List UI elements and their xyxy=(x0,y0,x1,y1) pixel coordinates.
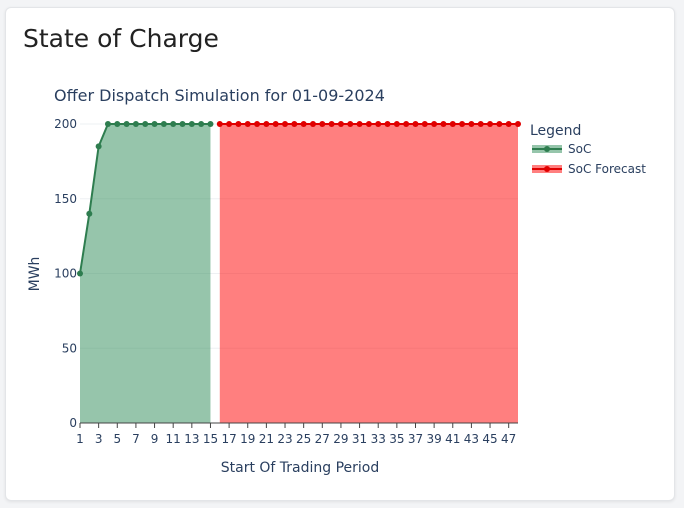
legend-marker xyxy=(544,166,550,172)
x-axis-label: Start Of Trading Period xyxy=(221,460,380,476)
y-tick-label: 100 xyxy=(54,267,77,281)
soc-point xyxy=(160,121,167,127)
card-title: State of Charge xyxy=(23,24,219,53)
soc-point xyxy=(142,121,149,127)
x-tick-label: 17 xyxy=(221,432,236,446)
x-tick-label: 37 xyxy=(408,432,423,446)
chart-title: Offer Dispatch Simulation for 01-09-2024 xyxy=(54,86,385,105)
legend-marker xyxy=(544,146,550,152)
x-tick-label: 33 xyxy=(371,432,386,446)
x-tick-label: 11 xyxy=(166,432,181,446)
soc-forecast-point xyxy=(328,121,335,127)
soc-point xyxy=(188,121,195,127)
soc-point xyxy=(170,121,177,127)
y-tick-label: 150 xyxy=(54,192,77,206)
soc-forecast-point xyxy=(254,121,261,127)
soc-forecast-point xyxy=(263,121,270,127)
y-tick-label: 50 xyxy=(62,341,77,355)
soc-forecast-point xyxy=(272,121,279,127)
x-tick-label: 5 xyxy=(113,432,121,446)
soc-forecast-point xyxy=(468,121,475,127)
y-axis-ticks: 0 50 100 150 200 xyxy=(54,117,77,430)
soc-forecast-point xyxy=(515,121,521,127)
soc-forecast-point xyxy=(412,121,419,127)
soc-forecast-point xyxy=(309,121,316,127)
legend-item-soc-forecast: SoC Forecast xyxy=(532,162,646,176)
x-tick-label: 15 xyxy=(203,432,218,446)
x-tick-label: 35 xyxy=(389,432,404,446)
x-tick-label: 13 xyxy=(184,432,199,446)
x-tick-label: 19 xyxy=(240,432,255,446)
x-tick-label: 23 xyxy=(277,432,292,446)
soc-forecast-point xyxy=(449,121,456,127)
y-tick-label: 0 xyxy=(69,416,77,430)
x-tick-label: 9 xyxy=(151,432,159,446)
soc-point xyxy=(207,121,214,127)
plot-points xyxy=(77,121,521,277)
x-tick-label: 43 xyxy=(464,432,479,446)
x-tick-label: 27 xyxy=(315,432,330,446)
soc-forecast-point xyxy=(505,121,512,127)
x-tick-label: 3 xyxy=(95,432,103,446)
x-tick-label: 47 xyxy=(501,432,516,446)
soc-point xyxy=(198,121,205,127)
soc-forecast-point xyxy=(235,121,242,127)
soc-forecast-point xyxy=(459,121,466,127)
soc-forecast-point xyxy=(421,121,428,127)
soc-forecast-point xyxy=(487,121,494,127)
soc-point xyxy=(123,121,130,127)
plot-areas xyxy=(80,124,518,423)
x-tick-label: 39 xyxy=(426,432,441,446)
x-tick-label: 29 xyxy=(333,432,348,446)
soc-point xyxy=(132,121,139,127)
soc-forecast-point xyxy=(477,121,484,127)
soc-forecast-point xyxy=(393,121,400,127)
soc-forecast-point xyxy=(403,121,410,127)
soc-forecast-point xyxy=(300,121,307,127)
soc-point xyxy=(114,121,121,127)
x-tick-label: 7 xyxy=(132,432,140,446)
soc-forecast-point xyxy=(365,121,372,127)
soc-forecast-point xyxy=(440,121,447,127)
legend-label: SoC xyxy=(568,142,591,156)
x-tick-label: 1 xyxy=(76,432,84,446)
soc-area xyxy=(80,124,211,423)
soc-point xyxy=(77,270,83,277)
y-tick-label: 200 xyxy=(54,117,77,131)
legend-item-soc: SoC xyxy=(532,142,591,156)
legend-title: Legend xyxy=(530,123,581,139)
soc-forecast-point xyxy=(291,121,298,127)
soc-forecast-area xyxy=(219,124,518,423)
soc-forecast-point xyxy=(356,121,363,127)
soc-forecast-point xyxy=(226,121,233,127)
soc-forecast-point xyxy=(282,121,289,127)
legend: Legend SoC SoC Forecast xyxy=(530,123,646,176)
x-tick-label: 31 xyxy=(352,432,367,446)
soc-point xyxy=(95,143,102,150)
soc-forecast-point xyxy=(375,121,382,127)
soc-point xyxy=(179,121,186,127)
soc-forecast-point xyxy=(384,121,391,127)
y-axis-label: MWh xyxy=(27,257,43,292)
x-tick-label: 41 xyxy=(445,432,460,446)
soc-forecast-point xyxy=(216,121,223,127)
soc-forecast-point xyxy=(347,121,354,127)
legend-label: SoC Forecast xyxy=(568,162,646,176)
x-tick-label: 21 xyxy=(259,432,274,446)
soc-forecast-point xyxy=(337,121,344,127)
soc-point xyxy=(86,210,93,217)
soc-point xyxy=(104,121,111,127)
soc-forecast-point xyxy=(244,121,251,127)
soc-point xyxy=(151,121,158,127)
x-tick-label: 45 xyxy=(482,432,497,446)
soc-forecast-point xyxy=(431,121,438,127)
soc-forecast-point xyxy=(319,121,326,127)
x-axis-ticks: 1 3 5 7 9 11 13 15 17 19 21 23 25 27 29 31 33 35 37 39 41 43 4… xyxy=(76,422,518,446)
soc-forecast-point xyxy=(496,121,503,127)
x-tick-label: 25 xyxy=(296,432,311,446)
